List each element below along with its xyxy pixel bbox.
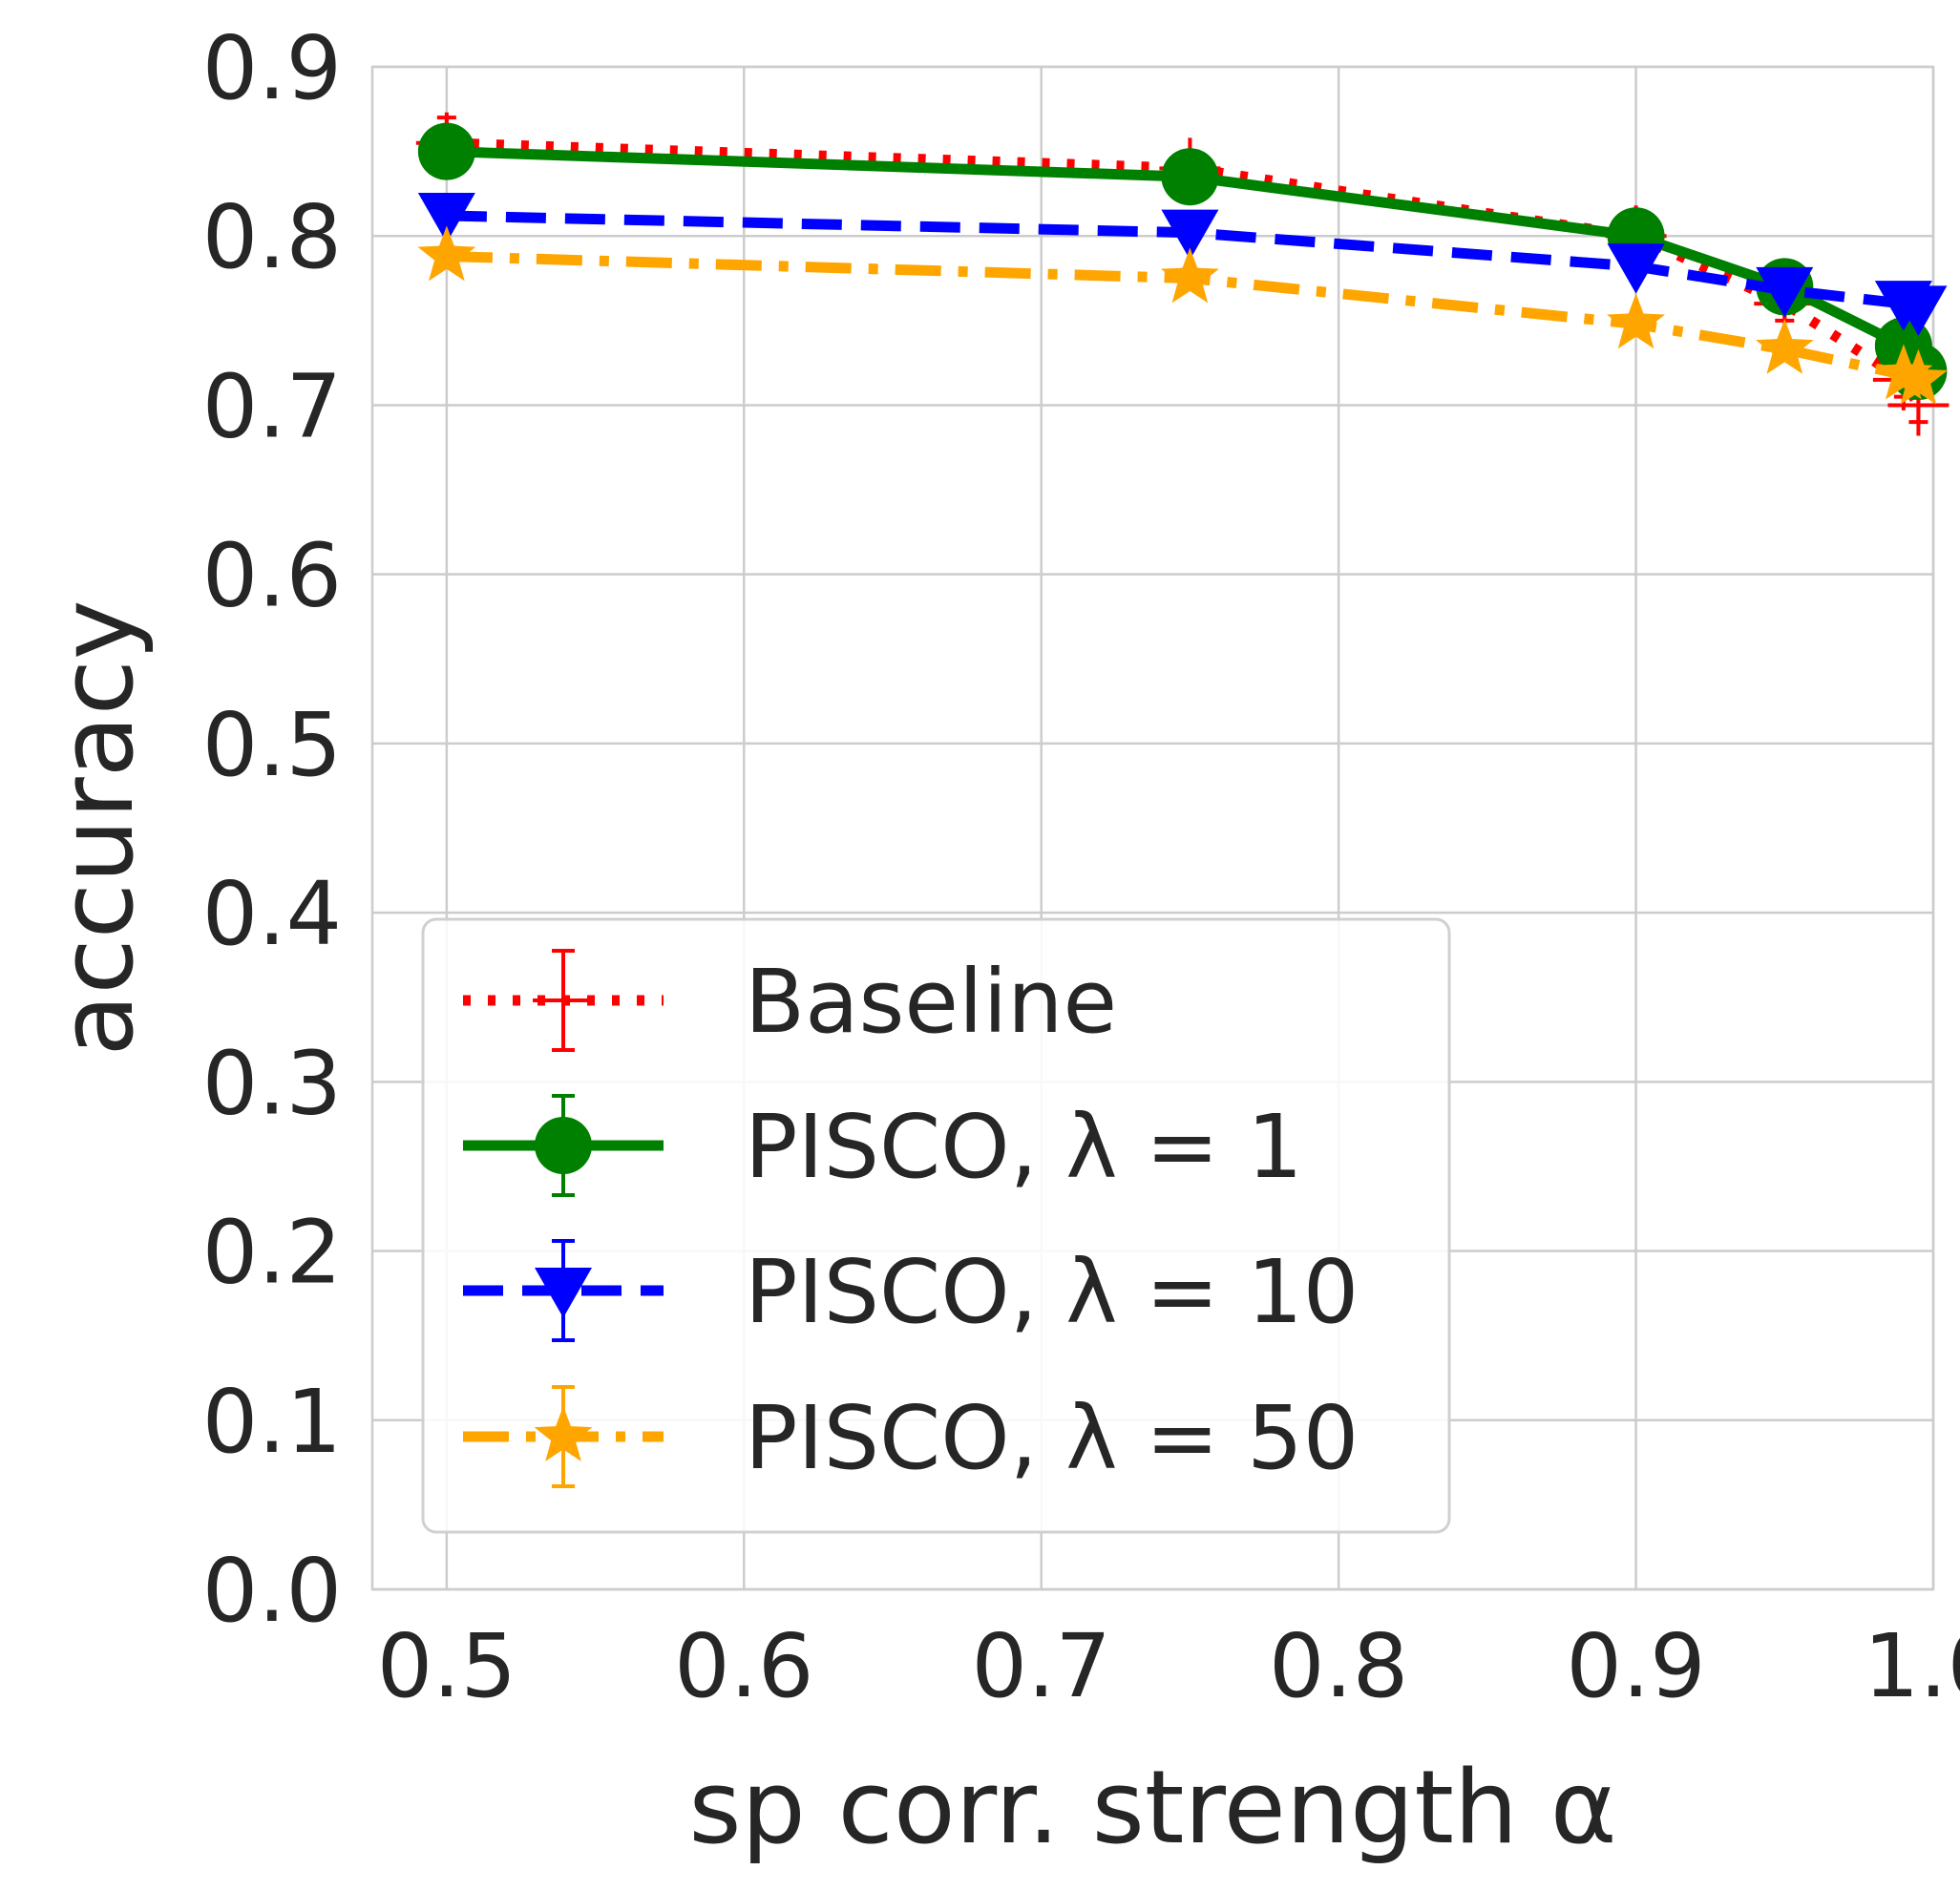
y-tick-label: 0.2	[202, 1202, 342, 1304]
plot-frame	[370, 65, 1935, 1591]
y-tick-label: 0.7	[202, 355, 342, 457]
legend-marker	[534, 1406, 593, 1461]
data-point	[1161, 209, 1219, 261]
legend-box	[421, 917, 1451, 1534]
data-point	[1889, 285, 1948, 336]
x-tick-label: 0.5	[377, 1615, 516, 1717]
data-point	[417, 122, 475, 180]
x-tick-label: 0.9	[1566, 1615, 1705, 1717]
x-tick-label: 1.0	[1864, 1615, 1960, 1717]
x-tick-labels: 0.5 0.6 0.7 0.8 0.9 1.0	[377, 1615, 1960, 1717]
x-tick-label: 0.7	[972, 1615, 1111, 1717]
legend-label: PISCO, λ = 50	[745, 1387, 1359, 1489]
y-tick-label: 0.3	[202, 1032, 342, 1134]
series-pisco-10	[417, 192, 1948, 336]
series-pisco-50	[417, 225, 1948, 405]
legend-label: Baseline	[745, 951, 1117, 1053]
y-tick-label: 0.5	[202, 694, 342, 796]
data-point	[417, 225, 476, 282]
legend-marker	[535, 1268, 592, 1318]
legend-label: PISCO, λ = 1	[745, 1096, 1303, 1198]
legend-marker	[533, 970, 594, 1031]
series-line	[446, 210, 1921, 314]
data-point	[1756, 266, 1814, 318]
x-axis-label: sp corr. strength α	[688, 1749, 1616, 1866]
y-tick-label: 0.4	[202, 863, 342, 965]
legend: Baseline PISCO, λ = 1 PISCO, λ = 10 PISCO, …	[421, 917, 1451, 1534]
legend-label: PISCO, λ = 10	[745, 1241, 1359, 1343]
data-point	[1161, 148, 1219, 206]
x-tick-label: 0.8	[1269, 1615, 1408, 1717]
y-tick-label: 0.1	[202, 1371, 342, 1473]
data-point	[1607, 243, 1665, 294]
data-point	[1755, 319, 1814, 374]
y-tick-label: 0.8	[202, 186, 342, 288]
y-tick-label: 0.6	[202, 525, 342, 627]
data-point	[1161, 247, 1219, 304]
series-layer	[415, 112, 1949, 436]
x-tick-label: 0.6	[674, 1615, 813, 1717]
y-tick-label: 0.0	[202, 1540, 342, 1642]
y-axis-label: accuracy	[38, 599, 156, 1056]
data-point	[417, 192, 475, 243]
legend-marker	[535, 1117, 592, 1174]
y-tick-label: 0.9	[202, 17, 342, 119]
data-point	[1607, 293, 1665, 349]
y-tick-labels: 0.0 0.1 0.2 0.3 0.4 0.5 0.6 0.7 0.8 0.9	[202, 17, 342, 1642]
data-point	[1889, 348, 1948, 405]
